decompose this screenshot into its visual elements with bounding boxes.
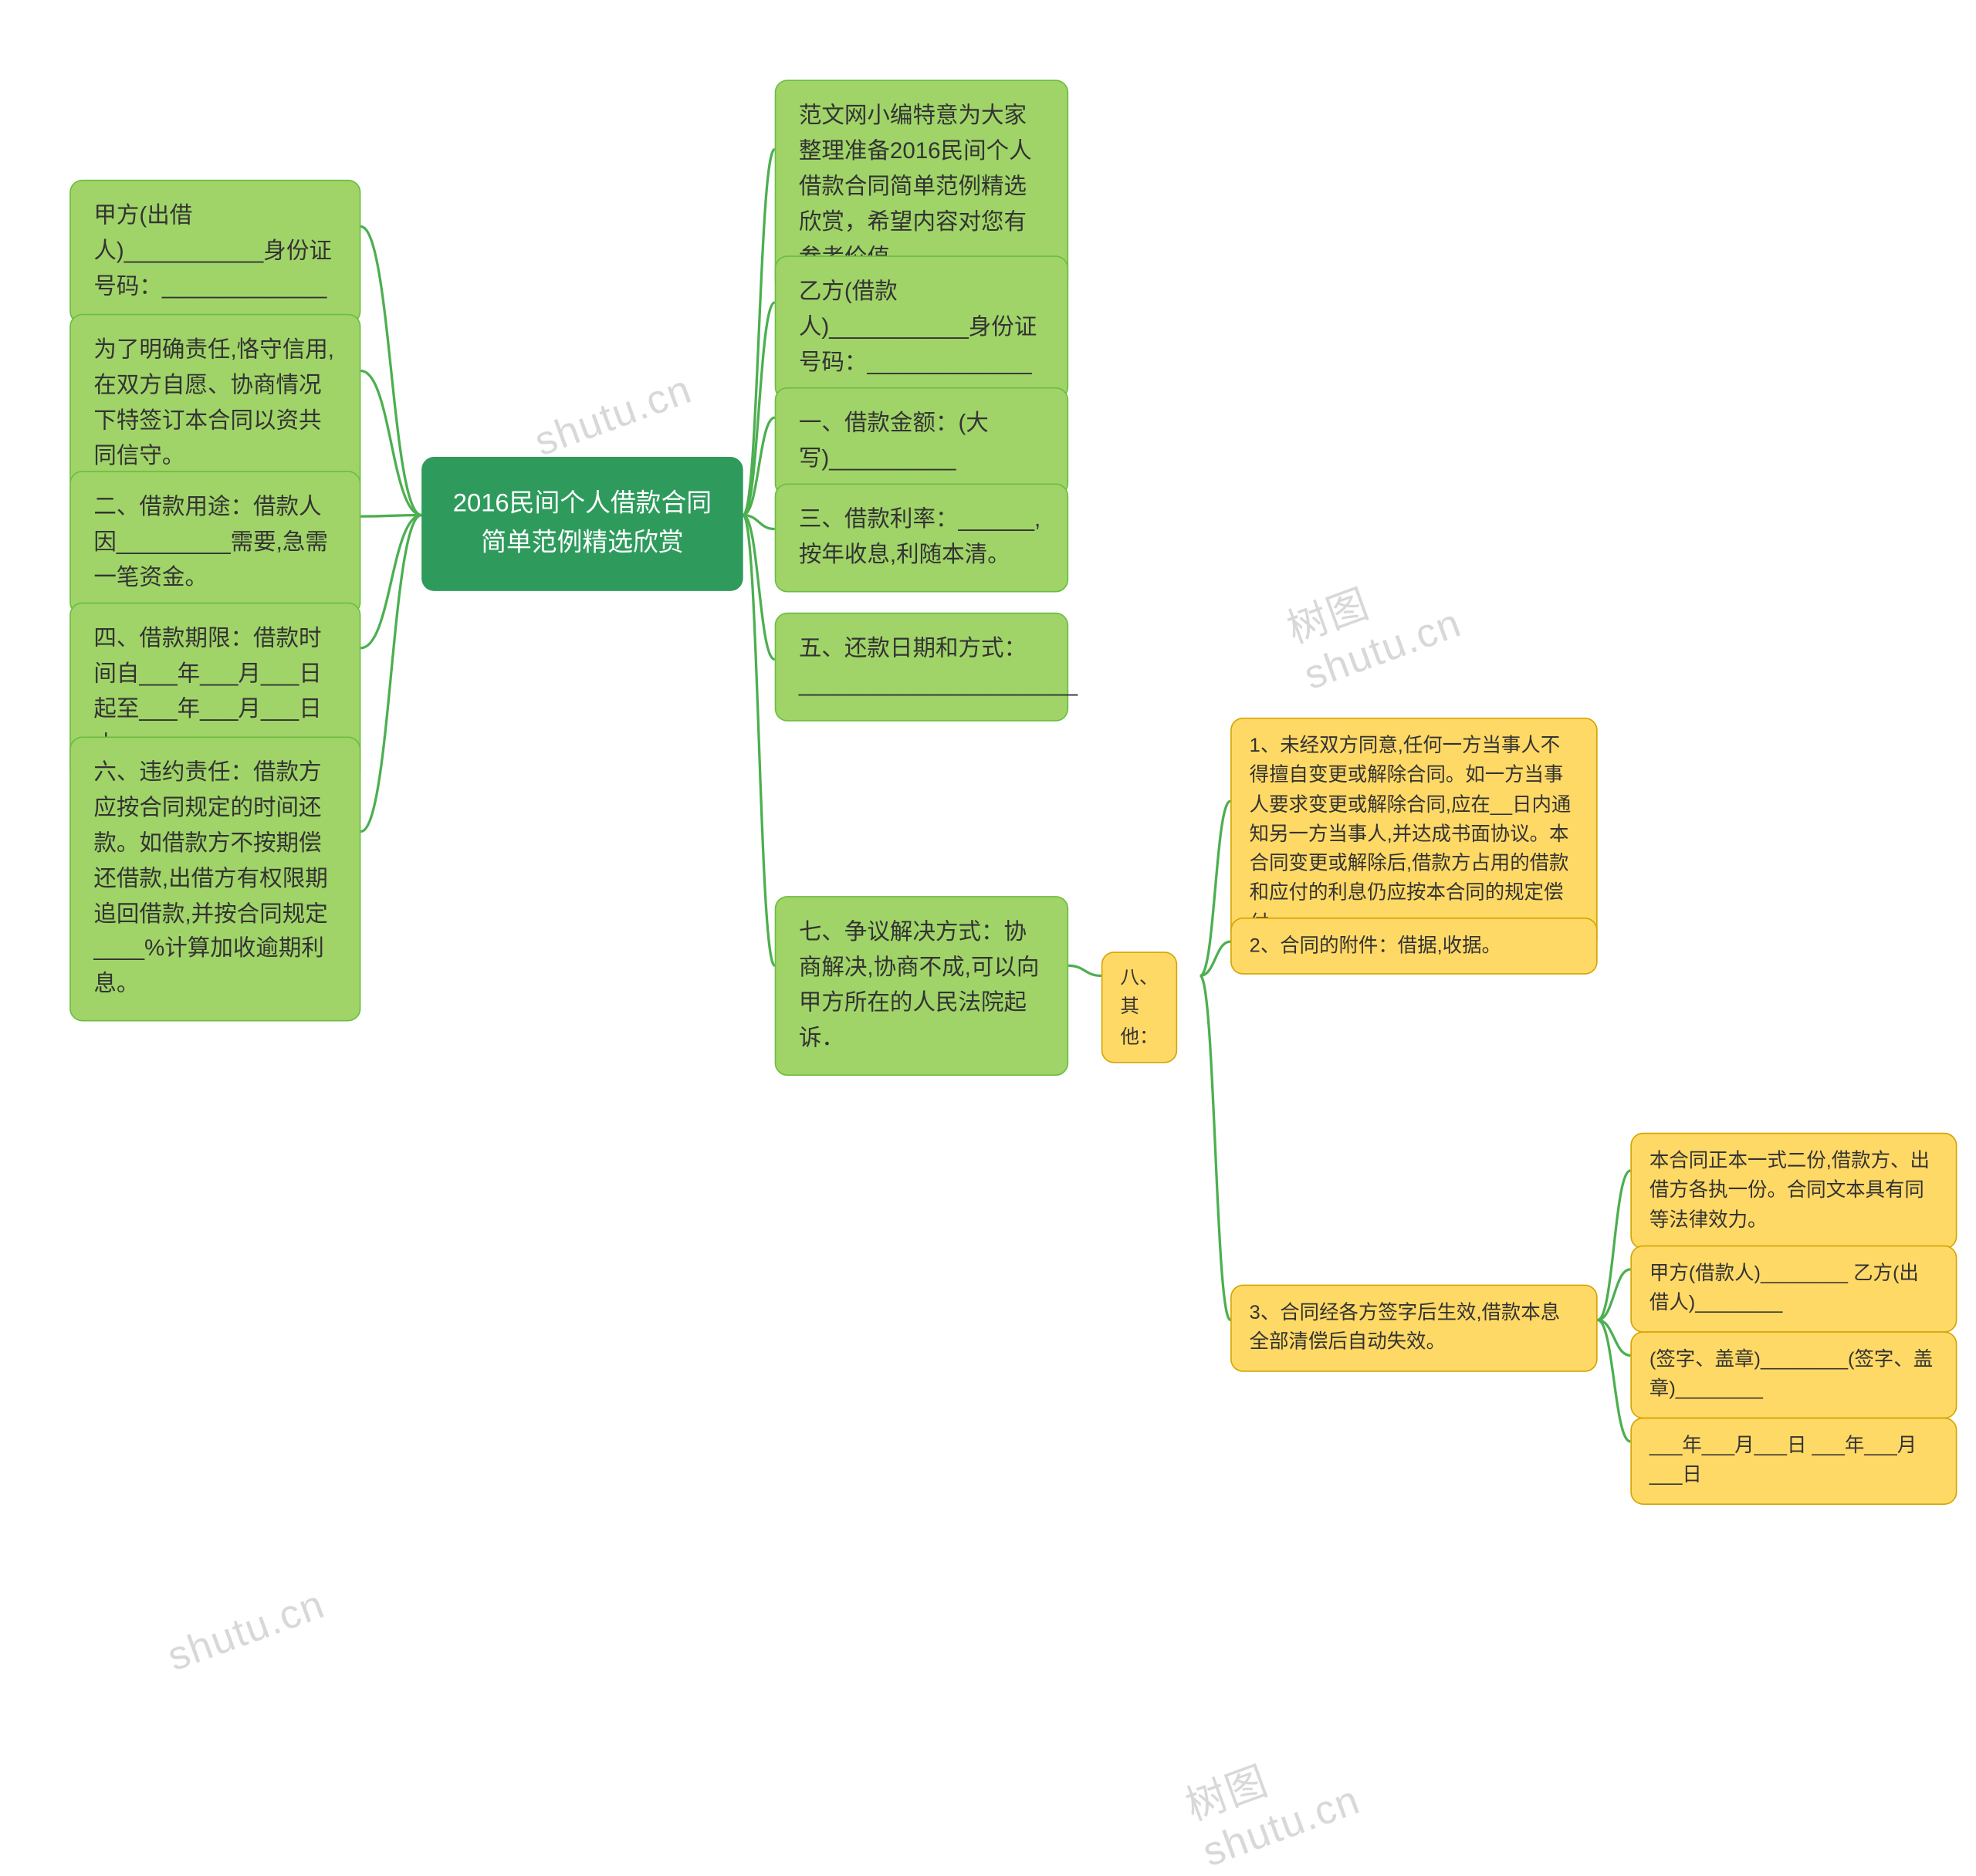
left-node[interactable]: 六、违约责任：借款方应按合同规定的时间还款。如借款方不按期偿还借款,出借方有权限…: [69, 736, 360, 1021]
right-label: 一、借款金额：(大写)__________: [799, 410, 989, 471]
connector: [1598, 1320, 1631, 1356]
right-node[interactable]: 三、借款利率：______,按年收息,利随本清。: [775, 483, 1068, 592]
yellow-leaf-node[interactable]: 本合同正本一式二份,借款方、出借方各执一份。合同文本具有同等法律效力。: [1630, 1133, 1957, 1249]
connector: [1598, 1171, 1631, 1320]
left-node[interactable]: 二、借款用途：借款人因_________需要,急需一笔资金。: [69, 471, 360, 614]
connector: [360, 515, 421, 516]
connector: [1068, 965, 1101, 975]
yellow-label: 2、合同的附件：借据,收据。: [1250, 935, 1501, 957]
left-label: 甲方(出借人)___________身份证号码：_____________: [93, 202, 332, 298]
level2-label: 八、其他：: [1120, 967, 1158, 1047]
level2-node[interactable]: 八、其他：: [1101, 952, 1177, 1063]
left-label: 为了明确责任,恪守信用,在双方自愿、协商情况下特签订本合同以资共同信守。: [93, 336, 334, 468]
connector: [360, 515, 421, 647]
connector: [360, 227, 421, 515]
yellow-leaf-label: 甲方(借款人)________ 乙方(出借人)________: [1649, 1263, 1919, 1314]
yellow-leaf-node[interactable]: 甲方(借款人)________ 乙方(出借人)________: [1630, 1246, 1957, 1332]
right-node[interactable]: 七、争议解决方式：协商解决,协商不成,可以向甲方所在的人民法院起诉．: [775, 896, 1068, 1075]
root-label: 2016民间个人借款合同简单范例精选欣赏: [453, 490, 712, 557]
yellow-leaf-label: (签字、盖章)________(签字、盖章)________: [1649, 1349, 1933, 1400]
connector: [1200, 975, 1230, 1320]
connector: [743, 303, 775, 515]
connector: [743, 515, 775, 529]
watermark: 树图 shutu.cn: [1278, 545, 1467, 699]
connector: [1598, 1320, 1631, 1442]
yellow-label: 3、合同经各方签字后生效,借款本息全部清偿后自动失效。: [1250, 1303, 1561, 1354]
connector: [360, 371, 421, 515]
right-node[interactable]: 一、借款金额：(大写)__________: [775, 387, 1068, 496]
yellow-leaf-label: ___年___月___日 ___年___月___日: [1649, 1435, 1917, 1486]
connector: [743, 515, 775, 659]
yellow-node[interactable]: 2、合同的附件：借据,收据。: [1230, 918, 1598, 975]
root-node[interactable]: 2016民间个人借款合同简单范例精选欣赏: [421, 457, 743, 591]
yellow-node[interactable]: 3、合同经各方签字后生效,借款本息全部清偿后自动失效。: [1230, 1285, 1598, 1371]
watermark: 树图 shutu.cn: [1177, 1722, 1366, 1876]
watermark: shutu.cn: [161, 1580, 331, 1680]
right-label: 乙方(借款人)___________身份证号码：_____________: [799, 279, 1037, 374]
right-node[interactable]: 五、还款日期和方式：______________________: [775, 613, 1068, 722]
watermark: shutu.cn: [529, 366, 699, 465]
connector: [1598, 1269, 1631, 1320]
left-label: 六、违约责任：借款方应按合同规定的时间还款。如借款方不按期偿还借款,出借方有权限…: [93, 759, 327, 996]
left-node[interactable]: 甲方(出借人)___________身份证号码：_____________: [69, 180, 360, 323]
connector: [743, 417, 775, 515]
connector: [1200, 801, 1230, 975]
yellow-leaf-label: 本合同正本一式二份,借款方、出借方各执一份。合同文本具有同等法律效力。: [1649, 1151, 1930, 1231]
yellow-leaf-node[interactable]: (签字、盖章)________(签字、盖章)________: [1630, 1331, 1957, 1418]
right-node[interactable]: 乙方(借款人)___________身份证号码：_____________: [775, 255, 1068, 399]
right-label: 七、争议解决方式：协商解决,协商不成,可以向甲方所在的人民法院起诉．: [799, 919, 1040, 1050]
yellow-leaf-node[interactable]: ___年___月___日 ___年___月___日: [1630, 1418, 1957, 1504]
left-label: 二、借款用途：借款人因_________需要,急需一笔资金。: [93, 494, 328, 590]
connector: [743, 515, 775, 965]
yellow-label: 1、未经双方同意,任何一方当事人不得擅自变更或解除合同。如一方当事人要求变更或解…: [1250, 735, 1572, 934]
right-label: 三、借款利率：______,按年收息,利随本清。: [799, 506, 1040, 567]
connector: [743, 150, 775, 515]
yellow-node[interactable]: 1、未经双方同意,任何一方当事人不得擅自变更或解除合同。如一方当事人要求变更或解…: [1230, 718, 1598, 952]
connector: [360, 515, 421, 831]
left-node[interactable]: 为了明确责任,恪守信用,在双方自愿、协商情况下特签订本合同以资共同信守。: [69, 314, 360, 493]
right-label: 五、还款日期和方式：______________________: [799, 635, 1078, 696]
right-label: 范文网小编特意为大家整理准备2016民间个人借款合同简单范例精选欣赏，希望内容对…: [799, 103, 1032, 269]
connector: [1200, 941, 1230, 975]
